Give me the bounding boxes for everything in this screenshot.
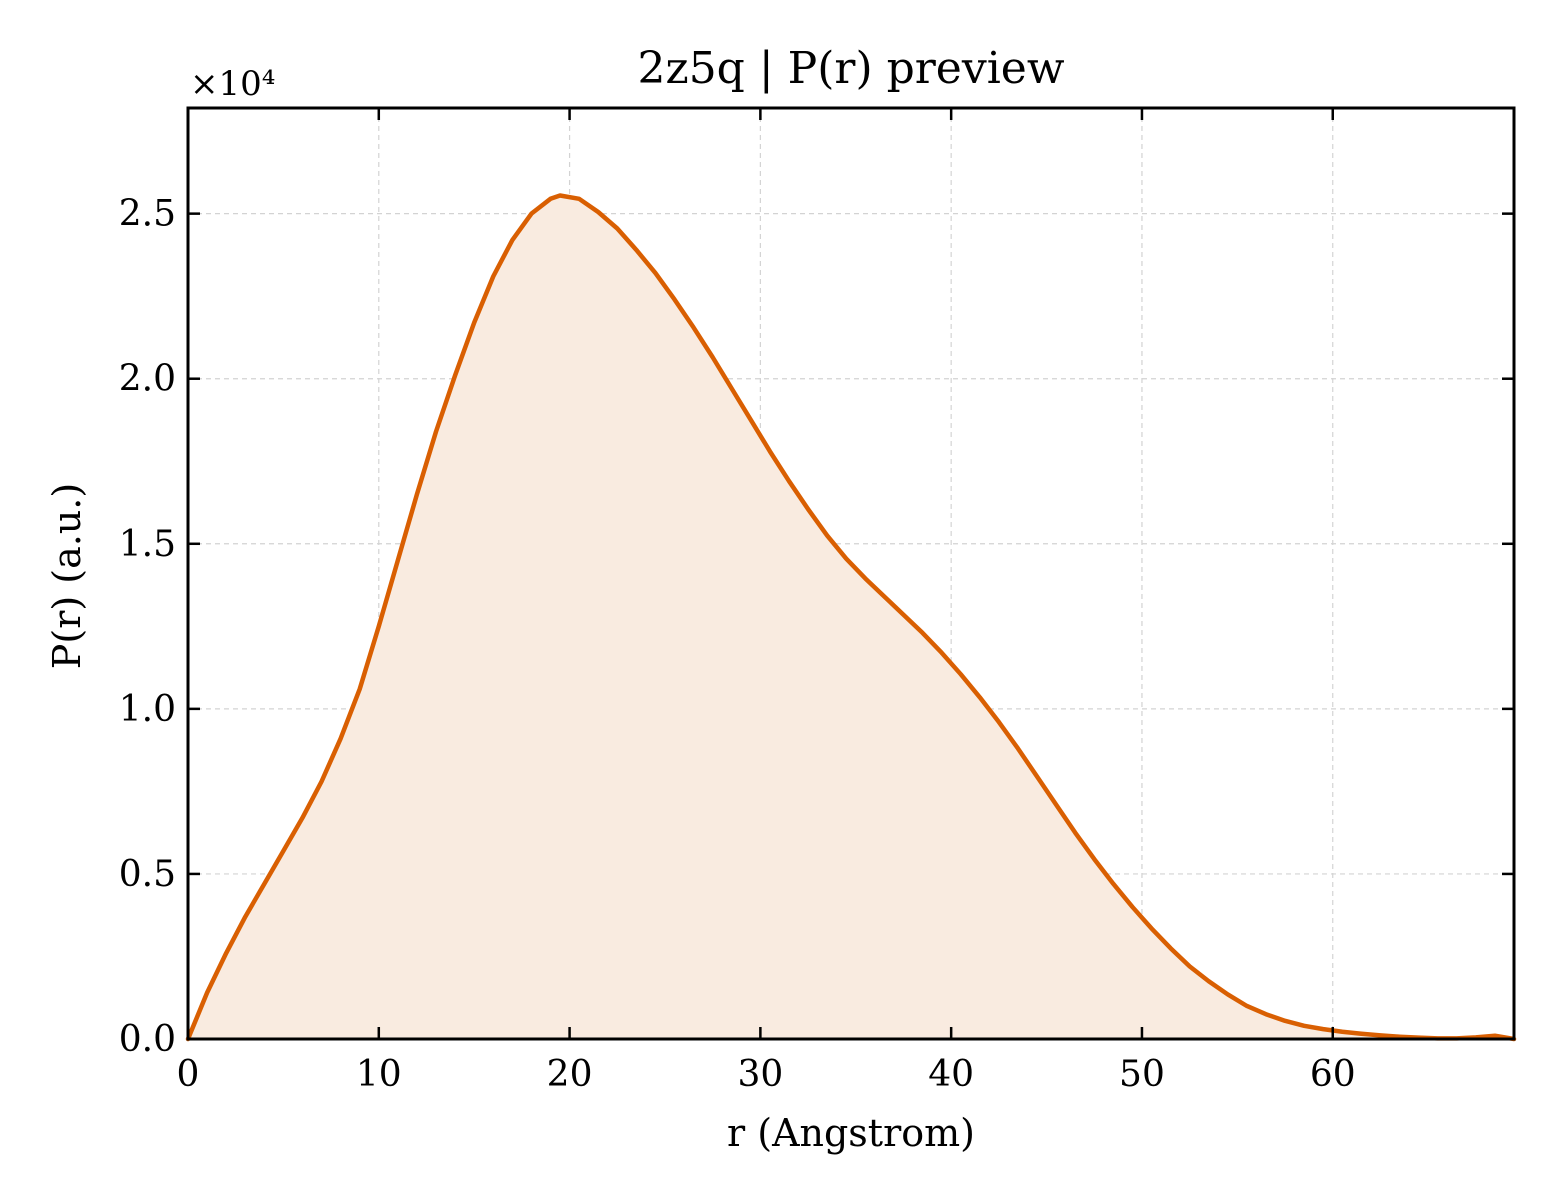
y-axis-label: P(r) (a.u.) <box>45 483 89 669</box>
pr-curve-line <box>185 193 1517 1042</box>
y-multiplier-label: ×10⁴ <box>190 64 275 104</box>
x-tick-label: 30 <box>737 1054 783 1095</box>
pr-area-fill <box>188 195 1514 1040</box>
chart-title: 2z5q | P(r) preview <box>638 43 1065 94</box>
x-tick-label: 20 <box>547 1054 593 1095</box>
x-axis-ticks: 0 10 20 30 40 50 60 <box>177 108 1356 1095</box>
x-tick-label: 50 <box>1119 1054 1165 1095</box>
y-axis-ticks: 0.0 0.5 1.0 1.5 2.0 2.5 <box>119 194 1514 1060</box>
x-tick-label: 10 <box>356 1054 402 1095</box>
y-tick-label: 2.0 <box>119 359 176 400</box>
y-tick-label: 1.0 <box>119 689 176 730</box>
y-tick-label: 0.5 <box>119 854 176 895</box>
x-tick-label: 60 <box>1310 1054 1356 1095</box>
x-tick-label: 0 <box>177 1054 200 1095</box>
y-tick-label: 2.5 <box>119 194 176 235</box>
y-tick-label: 0.0 <box>119 1019 176 1060</box>
x-tick-label: 40 <box>928 1054 974 1095</box>
y-tick-label: 1.5 <box>119 524 176 565</box>
x-axis-label: r (Angstrom) <box>727 1111 975 1155</box>
plot-frame <box>186 106 1516 1041</box>
